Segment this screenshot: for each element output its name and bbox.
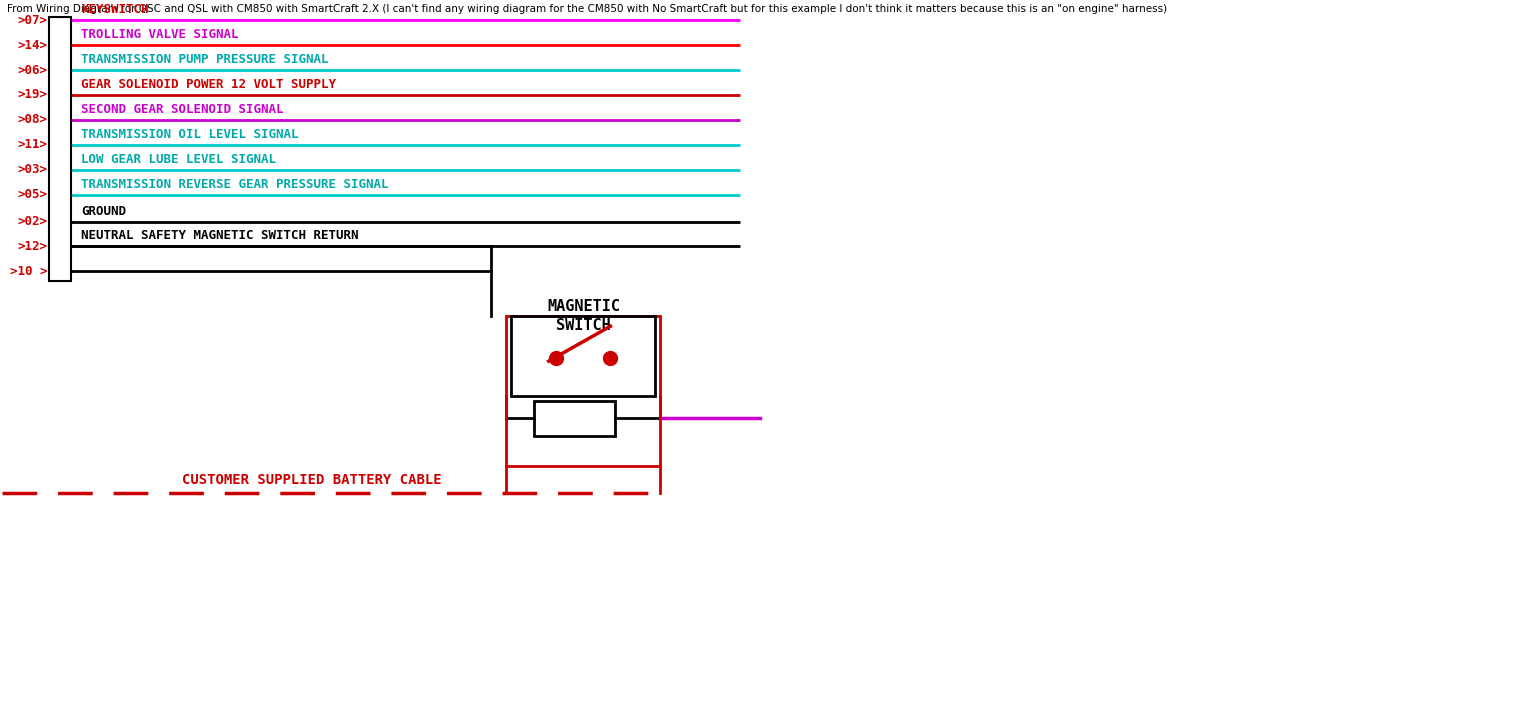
Text: LOW GEAR LUBE LEVEL SIGNAL: LOW GEAR LUBE LEVEL SIGNAL <box>81 153 277 165</box>
Text: >12>: >12> <box>17 240 47 253</box>
Text: CUSTOMER SUPPLIED BATTERY CABLE: CUSTOMER SUPPLIED BATTERY CABLE <box>181 473 441 486</box>
Text: TRANSMISSION OIL LEVEL SIGNAL: TRANSMISSION OIL LEVEL SIGNAL <box>81 128 298 141</box>
Text: >08>: >08> <box>17 113 47 127</box>
Text: KEYSWITCH: KEYSWITCH <box>81 3 149 16</box>
Text: SECOND GEAR SOLENOID SIGNAL: SECOND GEAR SOLENOID SIGNAL <box>81 103 284 116</box>
Text: >05>: >05> <box>17 188 47 201</box>
Text: TRANSMISSION PUMP PRESSURE SIGNAL: TRANSMISSION PUMP PRESSURE SIGNAL <box>81 53 328 66</box>
Text: >07>: >07> <box>17 13 47 27</box>
Text: >11>: >11> <box>17 139 47 151</box>
Text: >02>: >02> <box>17 215 47 228</box>
Text: MAGNETIC
SWITCH: MAGNETIC SWITCH <box>547 299 620 333</box>
Text: GEAR SOLENOID POWER 12 VOLT SUPPLY: GEAR SOLENOID POWER 12 VOLT SUPPLY <box>81 78 336 91</box>
Text: GROUND: GROUND <box>81 204 126 218</box>
Bar <box>534 401 616 436</box>
Text: >19>: >19> <box>17 88 47 101</box>
Text: NEUTRAL SAFETY MAGNETIC SWITCH RETURN: NEUTRAL SAFETY MAGNETIC SWITCH RETURN <box>81 230 359 243</box>
Text: >14>: >14> <box>17 39 47 52</box>
Bar <box>49 17 71 281</box>
Bar <box>506 316 660 466</box>
Text: From Wiring Diagram for QSC and QSL with CM850 with SmartCraft 2.X (I can't find: From Wiring Diagram for QSC and QSL with… <box>8 4 1167 14</box>
Text: >03>: >03> <box>17 163 47 176</box>
Text: TRANSMISSION REVERSE GEAR PRESSURE SIGNAL: TRANSMISSION REVERSE GEAR PRESSURE SIGNA… <box>81 177 389 191</box>
Bar <box>511 316 655 396</box>
Text: TROLLING VALVE SIGNAL: TROLLING VALVE SIGNAL <box>81 28 239 41</box>
Text: >06>: >06> <box>17 64 47 76</box>
Text: >10 >: >10 > <box>9 265 47 278</box>
